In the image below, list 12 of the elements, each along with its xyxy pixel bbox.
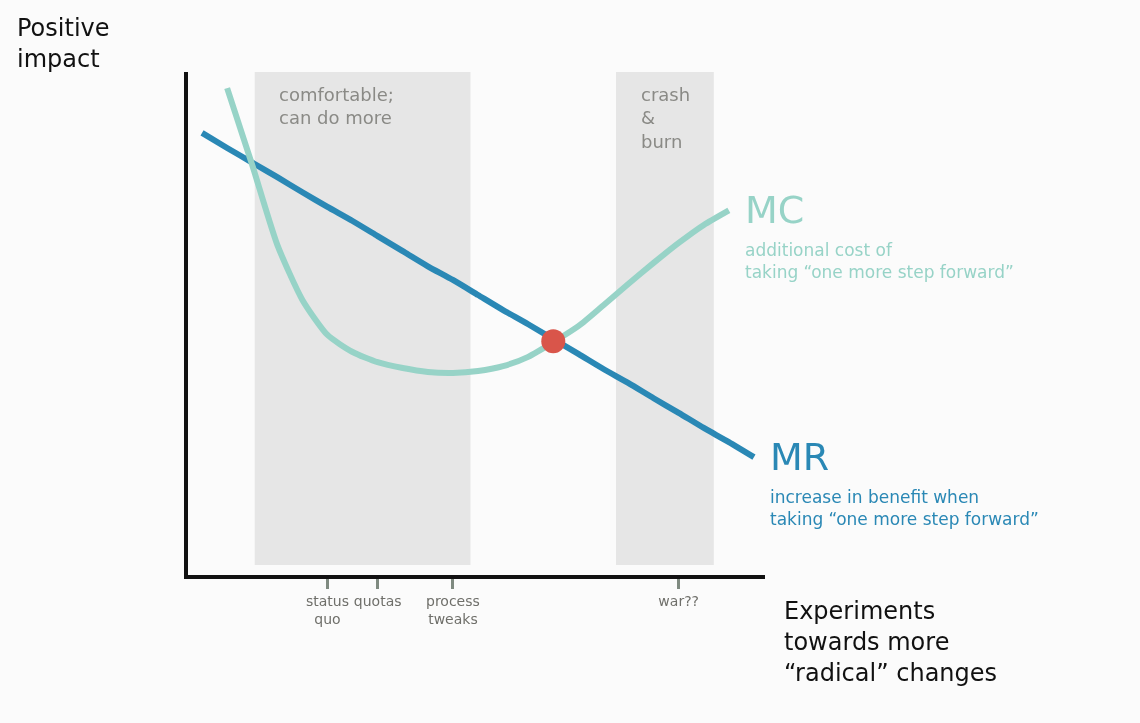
text: increase in benefit when taking “one more step forward”	[770, 487, 1039, 530]
x-axis-title: Experiments towards more “radical” changes	[784, 597, 998, 688]
x-tick-label: process tweaks	[426, 592, 480, 627]
x-tick-label: status quo	[305, 592, 349, 627]
annotation: crash & burn	[641, 84, 691, 152]
series-label: MR	[770, 435, 830, 479]
y-axis-title: Positive impact	[17, 14, 110, 74]
x-tick-label: quotas	[353, 592, 402, 609]
annotation: comfortable; can do more	[279, 84, 394, 129]
x-tick-label: war??	[658, 592, 700, 609]
annotation: additional cost of taking “one more step forward”	[745, 240, 1014, 283]
series-label: MC	[745, 188, 805, 232]
